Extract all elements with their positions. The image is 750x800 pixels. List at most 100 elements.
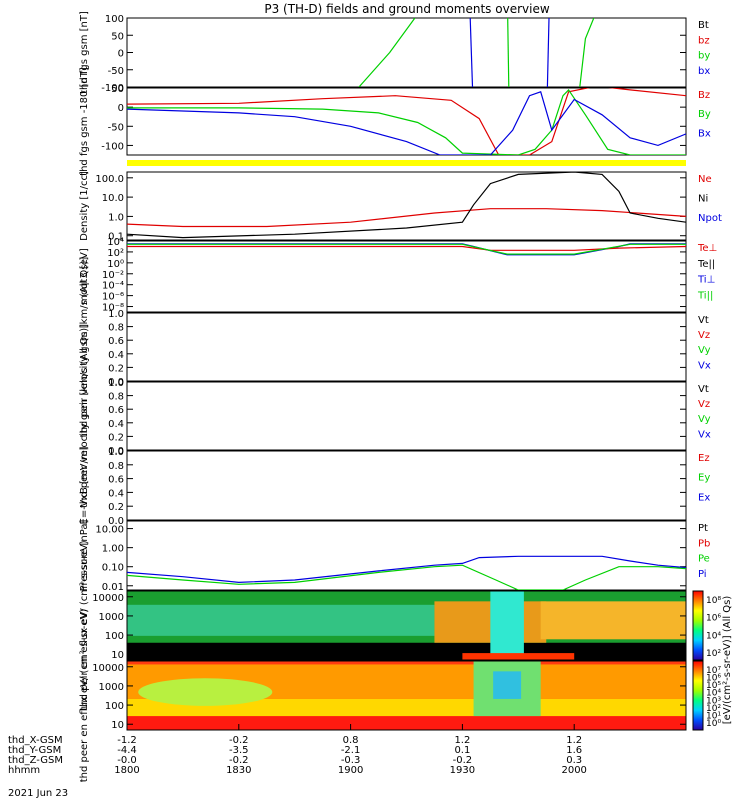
y-tick-label: 0.2 xyxy=(108,363,124,374)
colorbar-tick: 10⁴ xyxy=(706,631,721,641)
y-tick-label: 100 xyxy=(105,701,124,712)
legend-fgs-3: bx xyxy=(698,66,710,77)
y-axis-label: moqt3 [eV] xyxy=(79,248,90,305)
y-tick-label: 0.8 xyxy=(108,323,124,334)
y-tick-label: 0.0 xyxy=(108,446,124,457)
legend-peer_vel-2: Vy xyxy=(698,414,711,425)
y-axis-label: thd fgs gsm -180 [nT] xyxy=(79,67,90,176)
legend-peir_vel-1: Vz xyxy=(698,330,710,341)
colorbar-tick: 10¹ xyxy=(706,711,721,721)
series-temps-1 xyxy=(127,245,686,251)
y-axis-label: thd peer velocity gsm [km/s (All Qs)] xyxy=(79,324,90,508)
y-axis-label: Pressure [nPa] xyxy=(79,520,90,592)
y-axis-label: thd peir velocity gsm [km/s (All Qs)] xyxy=(79,257,90,438)
colorbar-tick: 10² xyxy=(706,704,721,714)
y-tick-label: 10 xyxy=(111,650,124,661)
colorbar-tick: 10⁶ xyxy=(706,614,721,624)
panel-frame xyxy=(126,312,687,382)
colorbar-tick: 10⁴ xyxy=(706,689,721,699)
legend-fgs_dsl-1: By xyxy=(698,109,711,120)
y-tick-label: -50 xyxy=(108,122,124,133)
colorbar-tick: 10³ xyxy=(706,696,721,706)
x-tick-label: 0.1 xyxy=(454,745,470,756)
series-fgs-2 xyxy=(507,18,510,87)
x-row-label-0: thd_X-GSM xyxy=(8,735,63,746)
x-axis-annotation: thd_X-GSMthd_Y-GSMthd_Z-GSMhhmm-1.2-4.4-… xyxy=(8,724,587,776)
y-axis-label: thd peer en eflux eV/ (cm²-s-sr-eV) xyxy=(79,609,90,783)
spec-blob xyxy=(138,678,273,706)
colorbar-peer_spec xyxy=(692,660,704,731)
spec-core xyxy=(490,591,524,660)
x-tick-label: -0.2 xyxy=(229,755,249,766)
panel-peir_vel: 1.0 0.8 0.6 0.4 0.2 0.0 thd peir velocity gsm … xyxy=(79,257,711,438)
legend-pressure-1: Pb xyxy=(698,538,710,549)
series-fgs_dsl-2 xyxy=(127,91,686,155)
legend-peir_vel-2: Vy xyxy=(698,345,711,356)
y-tick-label: 1.00 xyxy=(102,544,124,555)
x-tick-label: 1830 xyxy=(226,765,251,776)
y-tick-label: 10² xyxy=(107,248,124,259)
spectrogram-peer_spec xyxy=(127,661,686,730)
legend-peir_vel-3: Vx xyxy=(698,360,711,371)
legend-density-2: Npot xyxy=(698,213,722,224)
y-tick-label: 50 xyxy=(111,84,124,95)
y-tick-label: -100 xyxy=(101,141,124,152)
panel-frame xyxy=(126,520,687,591)
y-tick-label: 0.8 xyxy=(108,392,124,403)
x-tick-label: 0.8 xyxy=(343,735,359,746)
y-tick-label: 0.1 xyxy=(108,232,124,243)
legend-density-0: Ne xyxy=(698,174,712,185)
y-tick-label: 1000 xyxy=(99,612,124,623)
colorbar-peir_spec xyxy=(692,590,704,661)
y-tick-label: -100 xyxy=(101,83,124,94)
chart-title: P3 (TH-D) fields and ground moments over… xyxy=(264,2,549,16)
y-tick-label: 0.6 xyxy=(108,405,124,416)
panel-frame xyxy=(126,660,687,731)
y-tick-label: 1000 xyxy=(99,682,124,693)
series-pressure-1 xyxy=(127,564,686,590)
panel-frame xyxy=(126,17,687,88)
colorbar-tick: 10⁷ xyxy=(706,666,721,676)
x-tick-label: 0.3 xyxy=(566,755,582,766)
legend-temps-2: Ti⊥ xyxy=(697,275,715,286)
x-tick-label: 1.2 xyxy=(454,735,470,746)
y-tick-label: 0.10 xyxy=(102,563,124,574)
y-tick-label: 0.4 xyxy=(108,350,124,361)
date-label: 2021 Jun 23 xyxy=(8,788,68,799)
y-tick-label: 0.6 xyxy=(108,475,124,486)
panel-peer_spec: 10000 1000 100 10 thd peer en eflux eV/ (cm²… xyxy=(79,609,721,783)
y-tick-label: 50 xyxy=(111,31,124,42)
x-tick-label: 1930 xyxy=(450,765,475,776)
legend-efield-1: Ey xyxy=(698,473,710,484)
panel-efield: 1.0 0.8 0.6 0.4 0.2 0.0 E=-VxB [mV/m] Ez Ey Ex xyxy=(79,446,710,527)
y-tick-label: 10⁻⁴ xyxy=(102,281,124,292)
legend-peer_vel-3: Vx xyxy=(698,429,711,440)
colorbar-tick: 10⁰ xyxy=(706,719,721,729)
colorbar-tick: 10² xyxy=(706,649,721,659)
x-tick-label: 2000 xyxy=(561,765,586,776)
y-tick-label: 10⁻² xyxy=(102,270,124,281)
y-tick-label: 0.2 xyxy=(108,502,124,513)
y-tick-label: 0.0 xyxy=(108,516,124,527)
y-tick-label: 0.4 xyxy=(108,419,124,430)
panel-pressure: 10.00 1.00 0.10 0.01 Pressure [nPa] Pt Pb Pe Pi xyxy=(79,520,710,593)
y-tick-label: 100 xyxy=(105,14,124,25)
y-tick-label: 0.6 xyxy=(108,336,124,347)
legend-efield-0: Ez xyxy=(698,453,710,464)
x-tick-label: 1.6 xyxy=(566,745,582,756)
legend-efield-2: Ex xyxy=(698,492,710,503)
y-tick-label: 10.0 xyxy=(102,193,124,204)
panel-frame xyxy=(126,450,687,521)
spec-low-energy xyxy=(127,642,686,660)
x-tick-label: -4.4 xyxy=(117,745,137,756)
y-tick-label: 10000 xyxy=(92,663,124,674)
y-tick-label: 10⁻⁸ xyxy=(102,303,124,314)
x-row-label-3: hhmm xyxy=(8,765,40,776)
colorbar-label: [eV/(cm²-s-sr-eV)] (All Qs) xyxy=(722,596,733,725)
spec-low-band xyxy=(127,716,686,730)
legend-fgs-1: bz xyxy=(698,35,710,46)
x-tick-label: 1900 xyxy=(338,765,363,776)
